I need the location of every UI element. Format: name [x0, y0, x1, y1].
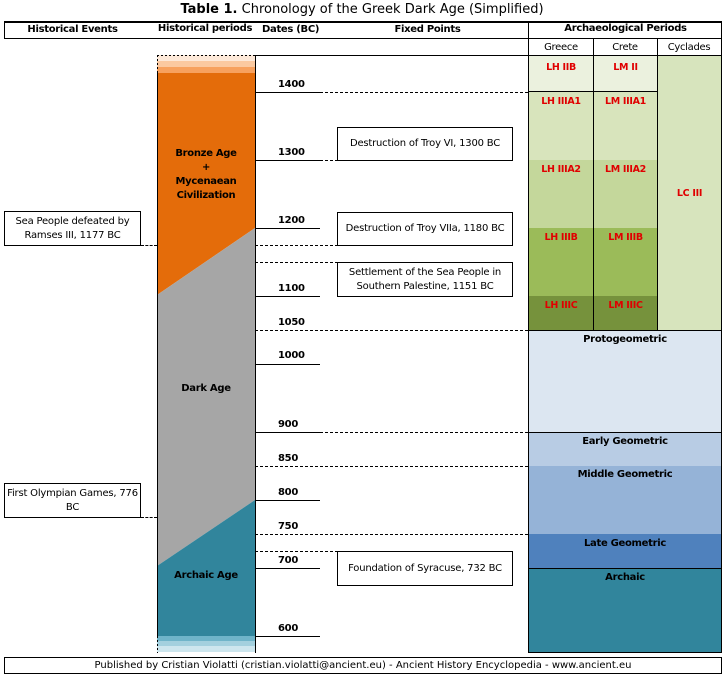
- title-bold: Table 1.: [180, 2, 238, 17]
- greece-period: LH IIB: [529, 56, 593, 92]
- header-dates: Dates (BC): [262, 24, 320, 35]
- footer-credit: Published by Cristian Violatti (cristian…: [4, 657, 722, 674]
- fixed-point-syracuse: Foundation of Syracuse, 732 BC: [337, 551, 513, 586]
- right-border: [721, 38, 722, 653]
- date-label: 900: [278, 419, 298, 430]
- date-label: 1050: [278, 317, 305, 328]
- fixed-point-troy-viia: Destruction of Troy VIIa, 1180 BC: [337, 212, 513, 246]
- later-period-protogeometric: Protogeometric: [529, 331, 721, 432]
- fixed-point-troy-vi: Destruction of Troy VI, 1300 BC: [337, 127, 513, 161]
- date-label: 850: [278, 453, 298, 464]
- tick: [255, 228, 320, 229]
- fade-top-3: [157, 67, 255, 73]
- fade-bottom-1: [157, 636, 255, 641]
- tick: [255, 500, 320, 501]
- date-label: 1000: [278, 350, 305, 361]
- tick: [255, 160, 320, 161]
- crete-period: LM II: [594, 56, 657, 92]
- date-label: 800: [278, 487, 298, 498]
- bronze-age-band: [157, 73, 255, 295]
- header-greece: Greece: [544, 42, 578, 53]
- period-dark-age: Dark Age: [181, 383, 231, 394]
- header-crete: Crete: [612, 42, 638, 53]
- dashed-guide: [320, 432, 528, 433]
- crete-period: LM IIIC: [594, 296, 657, 330]
- period-divider: [528, 432, 722, 433]
- greece-period: LH IIIA2: [529, 160, 593, 228]
- header-cyclades: Cyclades: [667, 42, 711, 53]
- event-sea-people: Sea People defeated by Ramses III, 1177 …: [4, 211, 141, 246]
- fade-bottom-3: [157, 646, 255, 652]
- fade-top-2: [157, 61, 255, 67]
- date-label: 1100: [278, 283, 305, 294]
- tick: [255, 568, 320, 569]
- dashed-guide: [255, 245, 338, 246]
- date-label: 1200: [278, 215, 305, 226]
- fade-top-1: [157, 55, 255, 61]
- dashed-guide: [320, 92, 528, 93]
- period-label: Civilization: [176, 190, 236, 201]
- dashed-guide: [255, 534, 528, 535]
- greece-period: LH IIIB: [529, 228, 593, 296]
- event-olympian-games: First Olympian Games, 776 BC: [4, 483, 141, 518]
- tick: [255, 432, 320, 433]
- header-archaeological-periods: Archaeological Periods: [564, 23, 687, 34]
- dashed-guide: [320, 160, 338, 161]
- crete-period: LM IIIA1: [594, 92, 657, 160]
- bottom-line: [528, 652, 722, 653]
- date-label: 1300: [278, 147, 305, 158]
- crete-period: LM IIIB: [594, 228, 657, 296]
- period-label: Mycenaean: [175, 176, 237, 187]
- dashed-guide: [255, 262, 338, 263]
- later-period-archaic: Archaic: [529, 569, 721, 652]
- period-bronze-age: Bronze Age + Mycenaean Civilization: [157, 147, 255, 203]
- top-line: [255, 55, 528, 56]
- greece-period: LH IIIA1: [529, 92, 593, 160]
- period-archaic-age: Archaic Age: [174, 570, 238, 581]
- dashed-guide: [255, 466, 528, 467]
- header-historical-periods: Historical periods: [157, 23, 253, 34]
- cyclades-period: LC III: [658, 56, 721, 330]
- dashed-guide: [141, 245, 157, 246]
- later-period-late-geometric: Late Geometric: [529, 534, 721, 568]
- fade-bottom-2: [157, 641, 255, 646]
- subheader-line: [528, 55, 722, 56]
- tick: [255, 636, 320, 637]
- dashed-guide: [255, 551, 338, 552]
- dashed-guide: [255, 330, 528, 331]
- tick: [255, 296, 320, 297]
- date-label: 1400: [278, 79, 305, 90]
- date-axis: [255, 55, 256, 653]
- date-label: 700: [278, 555, 298, 566]
- crete-cyclades-divider: [657, 38, 658, 330]
- header-row: [4, 21, 722, 39]
- table-title: Table 1. Chronology of the Greek Dark Ag…: [0, 2, 724, 17]
- period-label: Bronze Age: [175, 148, 237, 159]
- tick: [255, 364, 320, 365]
- later-period-middle-geometric: Middle Geometric: [529, 466, 721, 534]
- dashed-guide: [141, 517, 157, 518]
- title-text: Chronology of the Greek Dark Age (Simpli…: [237, 2, 544, 17]
- date-label: 600: [278, 623, 298, 634]
- archaic-age-band: [157, 500, 255, 636]
- dark-age-band: [157, 228, 255, 566]
- archaeology-divider: [528, 21, 529, 653]
- period-divider: [528, 330, 722, 331]
- crete-period: LM IIIA2: [594, 160, 657, 228]
- header-historical-events: Historical Events: [27, 24, 118, 35]
- later-period-early-geometric: Early Geometric: [529, 433, 721, 466]
- period-label: +: [201, 162, 211, 173]
- greece-period: LH IIIC: [529, 296, 593, 330]
- fixed-point-sea-people-settlement: Settlement of the Sea People in Southern…: [337, 262, 513, 297]
- period-bar: [157, 55, 255, 653]
- date-label: 750: [278, 521, 298, 532]
- header-fixed-points: Fixed Points: [394, 24, 461, 35]
- greece-crete-divider: [593, 38, 594, 330]
- period-divider: [528, 568, 722, 569]
- tick: [255, 92, 320, 93]
